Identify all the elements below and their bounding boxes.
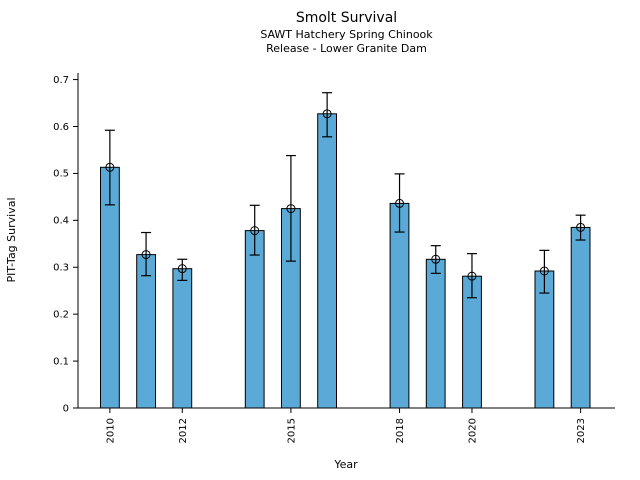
marker-2015 xyxy=(286,204,296,214)
y-tick-label: 0.7 xyxy=(53,75,69,86)
bar-2016 xyxy=(317,113,338,409)
marker-2016 xyxy=(322,109,332,119)
marker-2022 xyxy=(539,266,549,276)
chart-subtitle-line1: SAWT Hatchery Spring Chinook xyxy=(260,28,433,41)
marker-2019 xyxy=(431,254,441,264)
chart-title: Smolt Survival xyxy=(295,10,398,26)
marker-2014 xyxy=(250,226,260,236)
bar-2011 xyxy=(136,254,156,409)
y-tick-label: 0.5 xyxy=(53,169,69,180)
bar-2018 xyxy=(389,202,410,409)
marker-2020 xyxy=(467,271,477,281)
x-tick-label: 2023 xyxy=(576,418,587,443)
x-tick-label: 2018 xyxy=(395,418,406,443)
x-tick-label: 2012 xyxy=(178,418,189,443)
y-tick-label: 0.1 xyxy=(53,356,69,367)
marker-2010 xyxy=(105,162,115,172)
y-tick-label: 0.3 xyxy=(53,263,69,274)
bar-2014 xyxy=(244,230,265,409)
x-tick-label: 2015 xyxy=(286,418,297,443)
marker-2011 xyxy=(141,250,151,260)
marker-2012 xyxy=(177,264,187,274)
marker-2023 xyxy=(576,222,586,232)
y-tick-label: 0.2 xyxy=(53,309,69,320)
y-axis-label: PIT-Tag Survival xyxy=(5,197,18,282)
chart-subtitle-line2: Release - Lower Granite Dam xyxy=(266,42,427,55)
y-tick-label: 0.4 xyxy=(53,216,69,227)
x-axis-label: Year xyxy=(333,458,358,471)
marker-2018 xyxy=(395,198,405,208)
x-tick-label: 2020 xyxy=(467,418,478,443)
bar-2012 xyxy=(172,268,193,409)
y-tick-label: 0.6 xyxy=(53,122,69,133)
bar-2019 xyxy=(425,258,446,409)
bar-2023 xyxy=(570,226,591,409)
y-tick-label: 0 xyxy=(63,403,69,414)
chart-title-block: Smolt Survival SAWT Hatchery Spring Chin… xyxy=(78,9,615,56)
x-tick-label: 2010 xyxy=(105,418,116,443)
